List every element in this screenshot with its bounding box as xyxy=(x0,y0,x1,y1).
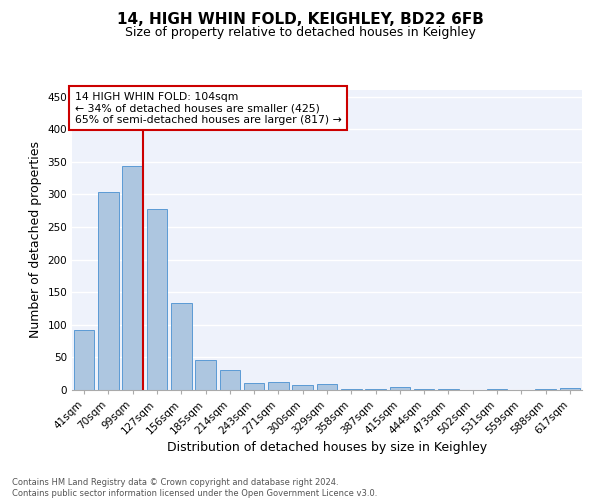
Bar xyxy=(560,388,580,390)
X-axis label: Distribution of detached houses by size in Keighley: Distribution of detached houses by size … xyxy=(167,442,487,454)
Bar xyxy=(317,384,337,390)
Bar xyxy=(292,385,313,390)
Bar xyxy=(122,166,143,390)
Bar xyxy=(74,330,94,390)
Bar xyxy=(220,370,240,390)
Text: Size of property relative to detached houses in Keighley: Size of property relative to detached ho… xyxy=(125,26,475,39)
Text: 14 HIGH WHIN FOLD: 104sqm
← 34% of detached houses are smaller (425)
65% of semi: 14 HIGH WHIN FOLD: 104sqm ← 34% of detac… xyxy=(74,92,341,124)
Bar xyxy=(244,384,265,390)
Bar xyxy=(195,360,216,390)
Bar xyxy=(268,382,289,390)
Bar xyxy=(171,304,191,390)
Bar xyxy=(341,388,362,390)
Text: 14, HIGH WHIN FOLD, KEIGHLEY, BD22 6FB: 14, HIGH WHIN FOLD, KEIGHLEY, BD22 6FB xyxy=(116,12,484,28)
Y-axis label: Number of detached properties: Number of detached properties xyxy=(29,142,42,338)
Bar xyxy=(146,208,167,390)
Text: Contains HM Land Registry data © Crown copyright and database right 2024.
Contai: Contains HM Land Registry data © Crown c… xyxy=(12,478,377,498)
Bar xyxy=(98,192,119,390)
Bar xyxy=(389,388,410,390)
